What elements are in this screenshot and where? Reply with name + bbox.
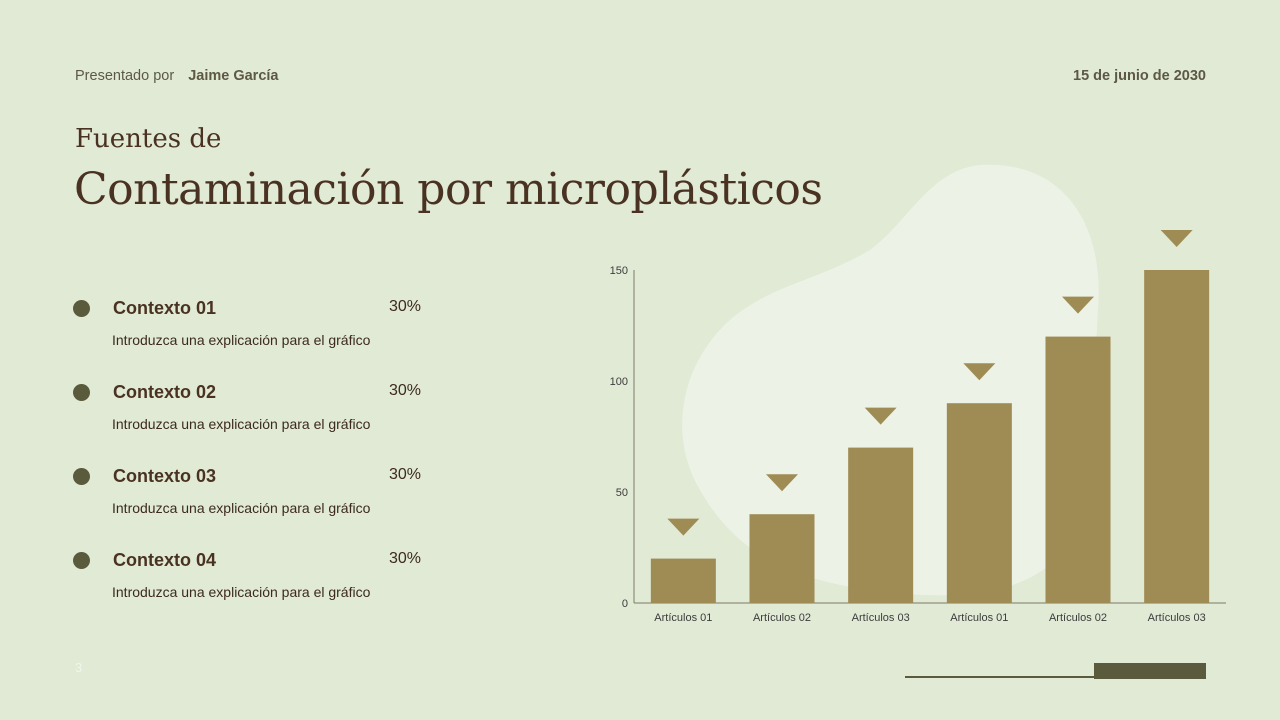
bullet-dot-icon — [73, 384, 90, 401]
context-item: Contexto 01 30% Introduzca una explicaci… — [0, 292, 440, 352]
context-description: Introduzca una explicación para el gráfi… — [112, 584, 371, 600]
slide-subtitle: Fuentes de — [75, 124, 222, 154]
presenter-line: Presentado por Jaime García — [75, 68, 278, 84]
bar — [946, 403, 1012, 603]
triangle-marker — [766, 474, 798, 492]
triangle-marker — [864, 407, 897, 425]
presenter-name: Jaime García — [188, 68, 279, 84]
x-tick-label: Artículos 02 — [753, 612, 811, 624]
bar — [1144, 270, 1210, 603]
context-label: Contexto 03 — [113, 466, 217, 486]
triangle-marker — [1062, 296, 1094, 314]
context-percent: 30% — [389, 550, 422, 567]
x-tick-label: Artículos 02 — [1049, 612, 1107, 624]
presented-by-label: Presentado por — [75, 68, 175, 84]
context-item: Contexto 03 30% Introduzca una explicaci… — [0, 460, 440, 520]
y-tick-label: 50 — [616, 487, 628, 499]
slide-title: Contaminación por microplásticos — [74, 164, 823, 215]
context-percent: 30% — [389, 298, 422, 315]
context-percent: 30% — [389, 466, 422, 483]
bullet-dot-icon — [73, 468, 90, 485]
context-description: Introduzca una explicación para el gráfi… — [112, 332, 371, 348]
y-tick-label: 100 — [610, 376, 628, 388]
bar — [1045, 336, 1111, 603]
x-tick-label: Artículos 01 — [654, 612, 712, 624]
bar-chart: 0 50 100 150 Artículos 01 Artículos 02 Artícul… — [610, 230, 1226, 624]
bar — [650, 558, 716, 603]
bar — [749, 514, 815, 603]
bar — [848, 447, 914, 603]
y-tick-label: 0 — [622, 598, 628, 610]
x-tick-label: Artículos 03 — [852, 612, 910, 624]
context-item: Contexto 04 30% Introduzca una explicaci… — [0, 544, 440, 604]
y-tick-label: 150 — [610, 265, 628, 277]
triangle-marker — [667, 518, 700, 536]
context-percent: 30% — [389, 382, 422, 399]
context-description: Introduzca una explicación para el gráfi… — [112, 416, 371, 432]
footer-block — [1094, 663, 1206, 679]
x-tick-label: Artículos 01 — [950, 612, 1008, 624]
context-label: Contexto 04 — [113, 550, 217, 570]
page-number: 3 — [75, 660, 83, 675]
bullet-dot-icon — [73, 300, 90, 317]
context-label: Contexto 01 — [113, 298, 217, 318]
presentation-date: 15 de junio de 2030 — [1073, 68, 1206, 84]
footer-line — [905, 676, 1095, 678]
context-description: Introduzca una explicación para el gráfi… — [112, 500, 371, 516]
triangle-marker — [1160, 230, 1193, 247]
triangle-marker — [963, 363, 996, 381]
bullet-dot-icon — [73, 552, 90, 569]
context-label: Contexto 02 — [113, 382, 217, 402]
context-item: Contexto 02 30% Introduzca una explicaci… — [0, 376, 440, 436]
x-tick-label: Artículos 03 — [1148, 612, 1206, 624]
